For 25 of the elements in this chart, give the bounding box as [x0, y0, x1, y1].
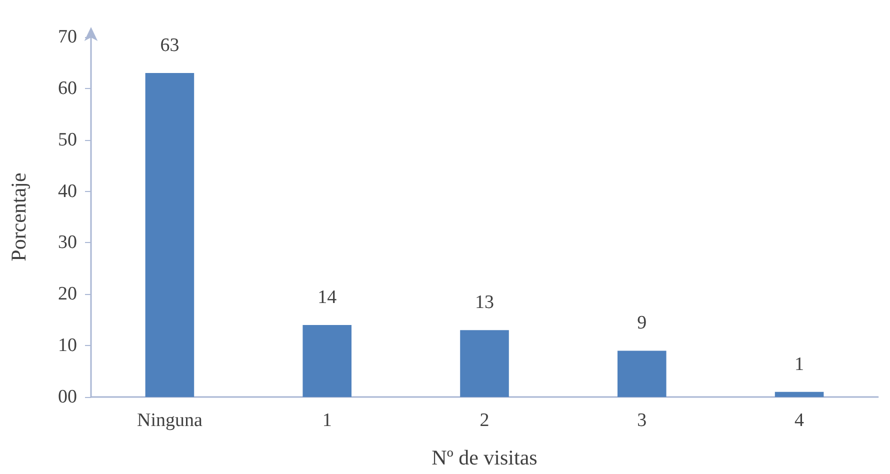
x-tick-label: 1	[322, 410, 332, 431]
x-tick-label: 4	[794, 410, 805, 431]
data-label: 13	[475, 292, 494, 314]
data-label: 1	[794, 354, 804, 375]
x-tick-label: 2	[480, 410, 490, 431]
y-tick-label: 10	[58, 335, 77, 356]
x-axis-title: Nº de visitas	[432, 446, 538, 470]
bar	[774, 392, 824, 397]
y-tick-label: 40	[58, 180, 77, 202]
x-tick-label: 3	[637, 410, 647, 431]
y-tick-label: 50	[58, 129, 77, 150]
y-axis-title: Porcentaje	[6, 172, 30, 262]
y-tick-label: 60	[58, 78, 77, 99]
bar	[618, 350, 666, 397]
bar	[302, 325, 352, 397]
x-tick-label: Ninguna	[136, 410, 203, 431]
data-label: 9	[637, 312, 647, 334]
y-tick-label: 20	[58, 284, 77, 305]
bar	[460, 330, 509, 397]
bar	[145, 73, 194, 397]
data-label: 14	[318, 287, 338, 308]
y-tick-label: 30	[58, 232, 77, 254]
y-tick-label: 70	[58, 26, 77, 48]
data-label: 63	[160, 35, 180, 56]
y-tick-label: 00	[58, 386, 77, 408]
